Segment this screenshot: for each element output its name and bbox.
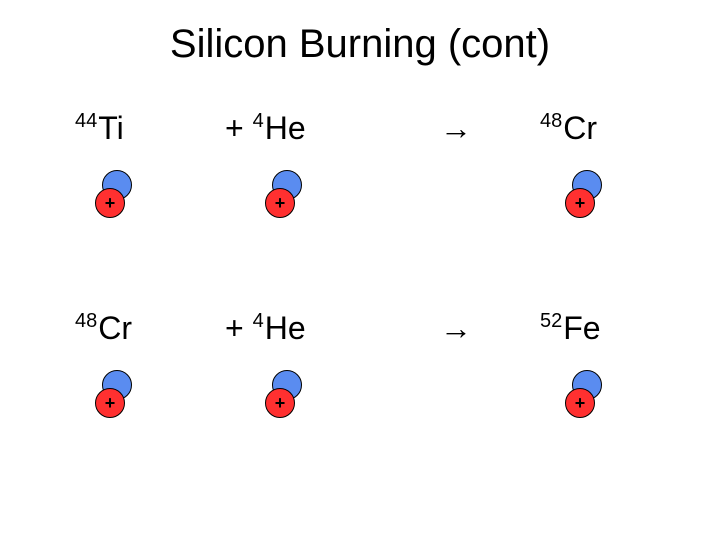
proton-icon: + xyxy=(565,188,595,218)
mass-number: 48 xyxy=(75,310,97,332)
reaction-2-reactant-2: + 4He xyxy=(225,310,306,347)
mass-number: 4 xyxy=(253,110,264,132)
element-symbol: Cr xyxy=(98,310,132,346)
element-symbol: He xyxy=(265,310,306,346)
mass-number: 44 xyxy=(75,110,97,132)
reaction-2-reactant-1: 48Cr xyxy=(75,310,132,347)
element-symbol: Ti xyxy=(98,110,123,146)
element-symbol: Cr xyxy=(563,110,597,146)
plus-prefix: + xyxy=(225,310,253,346)
reaction-1-arrow: → xyxy=(440,110,472,147)
mass-number: 48 xyxy=(540,110,562,132)
proton-icon: + xyxy=(265,188,295,218)
mass-number: 52 xyxy=(540,310,562,332)
nucleus-icon: + xyxy=(95,170,139,214)
proton-icon: + xyxy=(565,388,595,418)
reaction-1-reactant-2: + 4He xyxy=(225,110,306,147)
proton-icon: + xyxy=(95,388,125,418)
reaction-1-reactant-1: 44Ti xyxy=(75,110,124,147)
reaction-1-product: 48Cr xyxy=(540,110,597,147)
nucleus-icon: + xyxy=(265,170,309,214)
element-symbol: Fe xyxy=(563,310,600,346)
reaction-2-product: 52Fe xyxy=(540,310,601,347)
nucleus-icon: + xyxy=(95,370,139,414)
nucleus-icon: + xyxy=(265,370,309,414)
proton-icon: + xyxy=(265,388,295,418)
element-symbol: He xyxy=(265,110,306,146)
slide-title: Silicon Burning (cont) xyxy=(0,22,720,67)
nucleus-icon: + xyxy=(565,170,609,214)
proton-icon: + xyxy=(95,188,125,218)
reaction-2-arrow: → xyxy=(440,310,472,347)
nucleus-icon: + xyxy=(565,370,609,414)
mass-number: 4 xyxy=(253,310,264,332)
plus-prefix: + xyxy=(225,110,253,146)
